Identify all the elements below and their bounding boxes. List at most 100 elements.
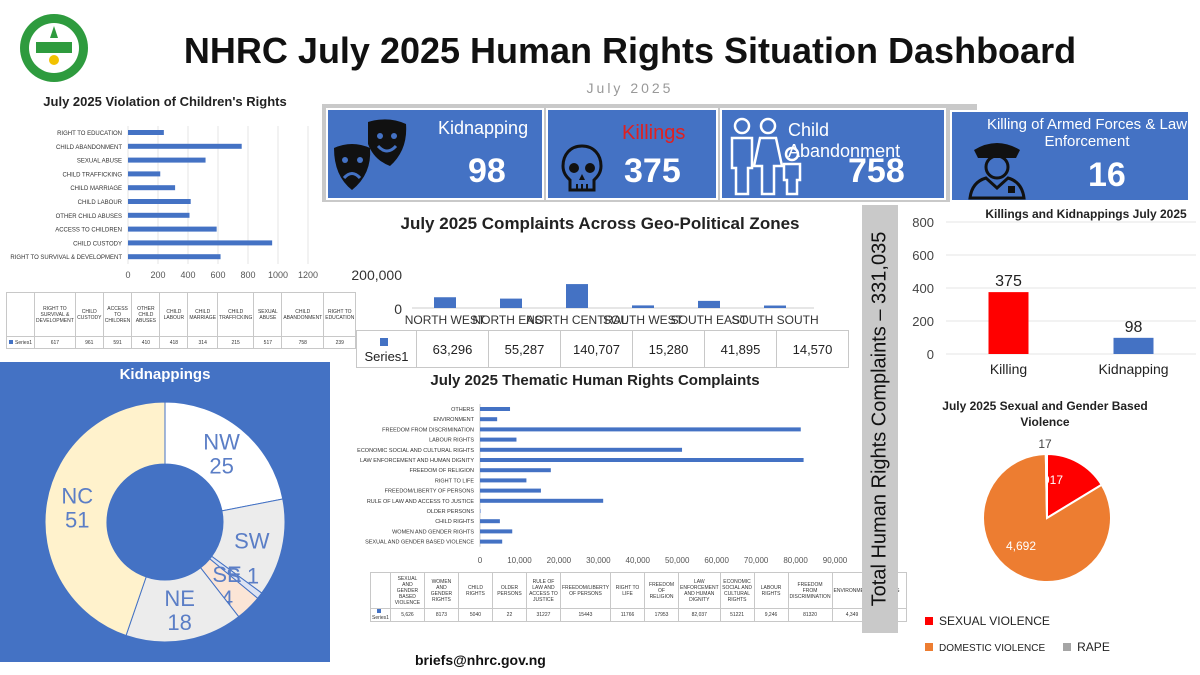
- y-tick-label: 0: [394, 301, 402, 317]
- sgbv-legend: SEXUAL VIOLENCE DOMESTIC VIOLENCE RAPE: [925, 612, 1195, 664]
- series-name: Series1: [364, 349, 409, 364]
- x-tick-label: 90,000: [823, 556, 848, 565]
- bar: [128, 171, 161, 177]
- kidnappings-title: Kidnappings: [119, 366, 211, 383]
- slice-label: NW 25: [203, 429, 240, 478]
- zones-table-grid: Series1 63,296 55,287 140,707 15,280 41,895 14…: [356, 330, 849, 368]
- zones-chart-title: July 2025 Complaints Across Geo-Politica…: [400, 214, 800, 233]
- bar: [480, 468, 551, 473]
- table-cell: 410: [131, 336, 161, 349]
- x-tick-label: 600: [210, 270, 225, 280]
- bar: [128, 185, 176, 191]
- bar: [988, 292, 1029, 354]
- table-header: CHILD RIGHTS: [457, 572, 493, 609]
- x-tick-label: 20,000: [547, 556, 572, 565]
- category-label: OTHERS: [451, 407, 474, 413]
- bar: [500, 298, 522, 308]
- category-label: LAW ENFORCEMENT AND HUMAN DIGNITY: [360, 458, 474, 464]
- bar: [1113, 337, 1154, 354]
- bar: [128, 254, 221, 260]
- table-corner: [6, 292, 35, 337]
- category-label: SEXUAL ABUSE: [77, 159, 122, 165]
- table-header: CHILD CUSTODY: [74, 292, 104, 337]
- kpi-killings-card: Killings 375: [546, 108, 718, 200]
- table-header: RIGHT TO SURVIVAL & DEVELOPMENT: [34, 292, 76, 337]
- bar: [566, 284, 588, 308]
- table-header: CHILD LABOUR: [159, 292, 189, 337]
- thematic-table-grid: SEXUAL AND GENDER BASED VIOLENCE WOMEN AN…: [370, 572, 907, 622]
- table-header: LABOUR RIGHTS: [753, 572, 789, 609]
- bar: [128, 130, 164, 135]
- table-cell: 55,287: [488, 330, 561, 368]
- category-label: OTHER CHILD ABUSES: [56, 214, 122, 220]
- table-header: FREEDOM FROM DISCRIMINATION: [787, 572, 833, 609]
- table-cell: 11766: [610, 608, 646, 622]
- category-label: ENVIRONMENT: [433, 417, 474, 423]
- bar: [480, 529, 513, 534]
- category-label: FREEDOM OF RELIGION: [410, 468, 475, 474]
- category-label: FREEDOM/LIBERTY OF PERSONS: [385, 489, 475, 495]
- pie-slice: [1046, 452, 1104, 520]
- table-cell: 82,037: [678, 608, 721, 622]
- data-label: 17: [1038, 437, 1052, 451]
- thematic-chart-title: July 2025 Thematic Human Rights Complain…: [430, 372, 760, 389]
- x-tick-label: 50,000: [665, 556, 690, 565]
- children-rights-chart: 0 200 400 600 800 1000 1200 RIGHT TO EDUCATION C…: [10, 126, 318, 280]
- bar: [434, 297, 456, 308]
- category-label: NORTH EAST: [472, 313, 550, 327]
- table-header: CHILD ABANDONMENT: [281, 292, 325, 337]
- data-label: 375: [995, 273, 1022, 290]
- bar: [480, 417, 498, 422]
- y-tick-label: 200: [912, 314, 934, 329]
- legend-label: SEXUAL VIOLENCE: [939, 614, 1050, 628]
- children-table-grid: RIGHT TO SURVIVAL & DEVELOPMENT CHILD CUS…: [6, 292, 357, 349]
- table-cell: 591: [102, 336, 133, 349]
- bar: [128, 212, 190, 218]
- table-cell: 15443: [559, 608, 612, 622]
- table-header: FREEDOM/LIBERTY OF PERSONS: [559, 572, 612, 609]
- bar: [480, 519, 500, 524]
- kpi-kidnapping-card: Kidnapping 98: [326, 108, 544, 200]
- category-label: CHILD TRAFFICKING: [62, 172, 122, 178]
- category-label: CHILD RIGHTS: [435, 519, 474, 525]
- legend-item: SEXUAL VIOLENCE: [925, 614, 1050, 628]
- table-cell: 758: [281, 336, 325, 349]
- thematic-chart: 0 10,000 20,000 30,000 40,000 50,000 60,000 70,…: [357, 404, 848, 565]
- kpi-killings-value: 375: [624, 152, 681, 190]
- series-swatch: [9, 339, 14, 344]
- dashboard-title: NHRC July 2025 Human Rights Situation Da…: [183, 30, 1077, 71]
- series-label: Series1: [356, 330, 417, 368]
- table-header: FREEDOM OF RELIGION: [644, 572, 680, 609]
- bar: [128, 199, 191, 204]
- table-header: OTHER CHILD ABUSES: [131, 292, 161, 337]
- category-label: RULE OF LAW AND ACCESS TO JUSTICE: [367, 499, 475, 505]
- dashboard-subtitle: July 2025: [586, 80, 674, 96]
- category-label: RIGHT TO LIFE: [435, 478, 474, 484]
- bar: [128, 143, 242, 149]
- table-cell: 239: [323, 336, 357, 349]
- legend-label: RAPE: [1077, 640, 1110, 654]
- category-label: NORTH WEST: [405, 313, 486, 327]
- skull-icon: [561, 144, 603, 192]
- bar: [698, 300, 720, 308]
- kpi-child-abandonment-value: 758: [848, 152, 905, 190]
- table-cell: 961: [74, 336, 104, 349]
- table-cell: 14,570: [776, 330, 849, 368]
- table-cell: 17953: [644, 608, 680, 622]
- x-tick-label: 400: [180, 270, 195, 280]
- table-header: RIGHT TO LIFE: [610, 572, 646, 609]
- table-header: OLDER PERSONS: [491, 572, 527, 609]
- series-name: Series1: [372, 615, 389, 621]
- series-swatch: [377, 609, 382, 613]
- table-cell: 9,246: [753, 608, 789, 622]
- category-label: SEXUAL AND GENDER BASED VIOLENCE: [365, 540, 474, 546]
- bar: [480, 478, 527, 483]
- bar: [480, 498, 604, 503]
- zones-data-table: Series1 63,296 55,287 140,707 15,280 41,895 14…: [356, 330, 849, 368]
- legend-label: DOMESTIC VIOLENCE: [939, 643, 1046, 654]
- legend-swatch: [1063, 643, 1072, 651]
- police-officer-icon: [968, 143, 1026, 200]
- bar: [632, 305, 654, 308]
- x-tick-label: 40,000: [626, 556, 651, 565]
